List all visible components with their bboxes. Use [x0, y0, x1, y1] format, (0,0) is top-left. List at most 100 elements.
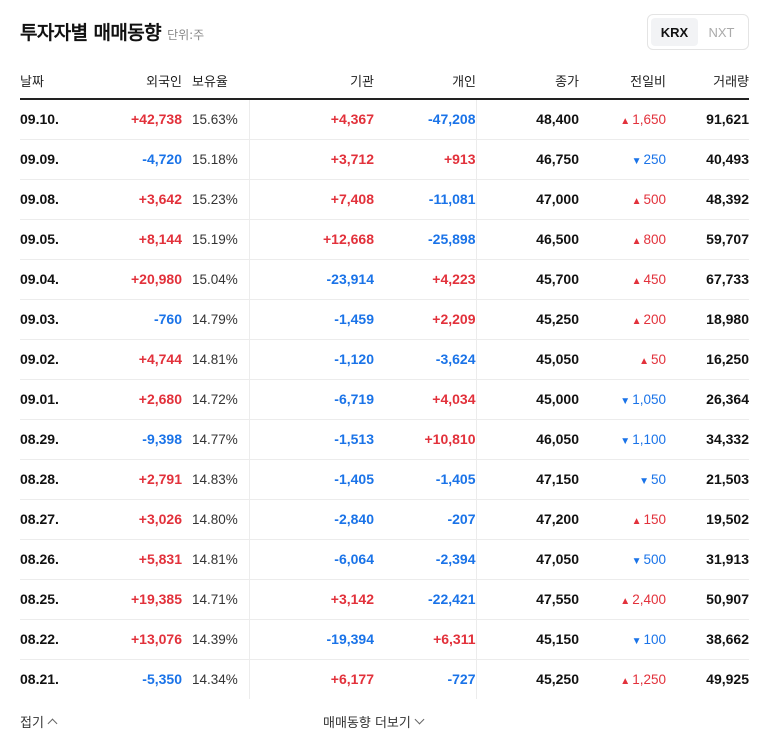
date-cell: 08.21.	[20, 671, 59, 688]
table-row: 09.03. -760 14.79% -1,459 +2,209 45,250 ▲ 200 18…	[20, 299, 749, 340]
foreign-net-cell: +5,831	[84, 539, 182, 580]
table-row: 09.05. +8,144 15.19% +12,668 -25,898 46,500 ▲ 8…	[20, 219, 749, 260]
foreign-net-cell: +3,642	[84, 179, 182, 220]
date-cell: 08.27.	[20, 499, 84, 540]
close-price-cell: 48,400	[475, 99, 579, 140]
change-cell: ▼ 100	[579, 619, 666, 660]
volume-cell: 38,662	[666, 619, 749, 660]
date-cell: 08.28.	[20, 459, 84, 500]
change-value: 50	[650, 471, 666, 487]
foreign-net-cell: -760	[84, 299, 182, 340]
holding-rate-cell: 15.63%	[182, 99, 249, 140]
close-price-cell: 47,550	[475, 579, 579, 620]
volume-cell: 31,913	[666, 539, 749, 580]
holding-rate-cell: 14.71%	[182, 579, 249, 620]
triangle-down-icon: ▼	[620, 435, 631, 447]
table-row: 08.27. +3,026 14.80% -2,840 -207 47,200 ▲ 150 19…	[20, 499, 749, 540]
market-nxt-button[interactable]: NXT	[708, 24, 735, 40]
collapse-label: 접기	[20, 716, 44, 731]
individual-net-cell: -1,405	[374, 459, 476, 500]
holding-rate-cell: 15.04%	[182, 259, 249, 300]
institution-net-cell: -23,914	[248, 259, 374, 300]
individual-net-cell: -727	[447, 671, 476, 688]
col-header-foreign: 외국인	[84, 62, 182, 100]
holding-rate-cell: 14.39%	[182, 619, 249, 660]
institution-net-cell: -1,120	[248, 339, 374, 380]
change-value: 500	[643, 551, 666, 567]
col-header-individual: 개인	[374, 62, 476, 100]
foreign-net-cell: +8,144	[84, 219, 182, 260]
date-cell: 08.25.	[20, 579, 84, 620]
foreign-net-cell: +42,738	[84, 99, 182, 140]
change-value: 1,050	[632, 391, 666, 407]
table-row: 08.22. +13,076 14.39% -19,394 +6,311 45,150 ▼ 1…	[20, 619, 749, 660]
individual-net-cell: +4,223	[374, 259, 476, 300]
triangle-up-icon: ▲	[639, 355, 649, 367]
date-cell: 09.02.	[20, 339, 84, 380]
foreign-net-cell: +4,744	[84, 339, 182, 380]
triangle-down-icon: ▼	[631, 635, 642, 647]
change-cell: ▲ 450	[579, 259, 666, 300]
unit-label: 단위:주	[167, 28, 205, 42]
table-row: 09.10. +42,738 15.63% +4,367 -47,208 48,400 ▲ 1…	[20, 99, 749, 140]
close-price-cell: 46,050	[475, 419, 579, 460]
holding-rate-cell: 15.18%	[182, 139, 249, 180]
institution-net-cell: -19,394	[248, 619, 374, 660]
table-row: 08.29. -9,398 14.77% -1,513 +10,810 46,050 ▼ 1,…	[20, 419, 749, 460]
table-row: 09.01. +2,680 14.72% -6,719 +4,034 45,000 ▼ 1,0…	[20, 379, 749, 420]
table-row: 08.21. -5,350 14.34% +6,177 -727 45,250 ▲ 1,250…	[20, 659, 749, 699]
market-krx-button[interactable]: KRX	[651, 18, 698, 46]
individual-net-cell: -47,208	[374, 99, 476, 140]
col-header-institution: 기관	[249, 62, 374, 100]
section-header: 투자자별 매매동향 단위:주	[20, 18, 204, 48]
individual-net-cell: +913	[374, 139, 476, 180]
volume-cell: 26,364	[666, 379, 749, 420]
institution-net-cell: -2,840	[248, 499, 374, 540]
more-trading-label: 매매동향 더보기	[323, 716, 411, 731]
triangle-up-icon: ▲	[631, 195, 642, 207]
change-value: 1,250	[632, 671, 666, 687]
change-value: 1,100	[632, 431, 666, 447]
institution-net-cell: +12,668	[248, 219, 374, 260]
change-value: 450	[643, 271, 666, 287]
close-price-cell: 45,000	[475, 379, 579, 420]
date-cell: 08.26.	[20, 539, 84, 580]
volume-cell: 59,707	[666, 219, 749, 260]
close-price-cell: 45,700	[475, 259, 579, 300]
foreign-net-cell: -5,350	[142, 671, 182, 688]
volume-cell: 34,332	[666, 419, 749, 460]
collapse-button[interactable]: 접기	[20, 712, 58, 731]
change-value: 500	[643, 191, 666, 207]
holding-rate-cell: 14.81%	[182, 539, 249, 580]
more-trading-button[interactable]: 매매동향 더보기	[323, 712, 425, 731]
investor-trading-table: 날짜 외국인 보유율 기관 개인 종가 전일비 거래량 09.10. +42,73…	[20, 62, 749, 699]
holding-rate-cell: 14.34%	[192, 671, 238, 687]
individual-net-cell: -25,898	[374, 219, 476, 260]
change-value: 50	[650, 351, 666, 367]
date-cell: 08.22.	[20, 619, 84, 660]
holding-rate-cell: 14.80%	[182, 499, 249, 540]
volume-cell: 16,250	[666, 339, 749, 380]
triangle-down-icon: ▼	[631, 155, 642, 167]
close-price-cell: 46,500	[475, 219, 579, 260]
foreign-net-cell: +13,076	[84, 619, 182, 660]
col-header-holding-rate: 보유율	[182, 62, 249, 100]
institution-net-cell: -1,513	[248, 419, 374, 460]
change-cell: ▼ 50	[579, 459, 666, 500]
change-cell: ▼ 1,100	[579, 419, 666, 460]
individual-net-cell: +2,209	[374, 299, 476, 340]
table-row: 09.09. -4,720 15.18% +3,712 +913 46,750 ▼ 250 40…	[20, 139, 749, 180]
change-cell: ▼ 1,050	[579, 379, 666, 420]
volume-cell: 50,907	[666, 579, 749, 620]
date-cell: 09.05.	[20, 219, 84, 260]
individual-net-cell: -22,421	[374, 579, 476, 620]
chevron-down-icon	[414, 714, 425, 725]
close-price-cell: 45,050	[475, 339, 579, 380]
change-cell: ▲ 200	[579, 299, 666, 340]
individual-net-cell: -2,394	[374, 539, 476, 580]
date-cell: 09.04.	[20, 259, 84, 300]
institution-net-cell: +3,142	[248, 579, 374, 620]
institution-net-cell: -1,405	[248, 459, 374, 500]
holding-rate-cell: 14.79%	[182, 299, 249, 340]
date-cell: 09.01.	[20, 379, 84, 420]
